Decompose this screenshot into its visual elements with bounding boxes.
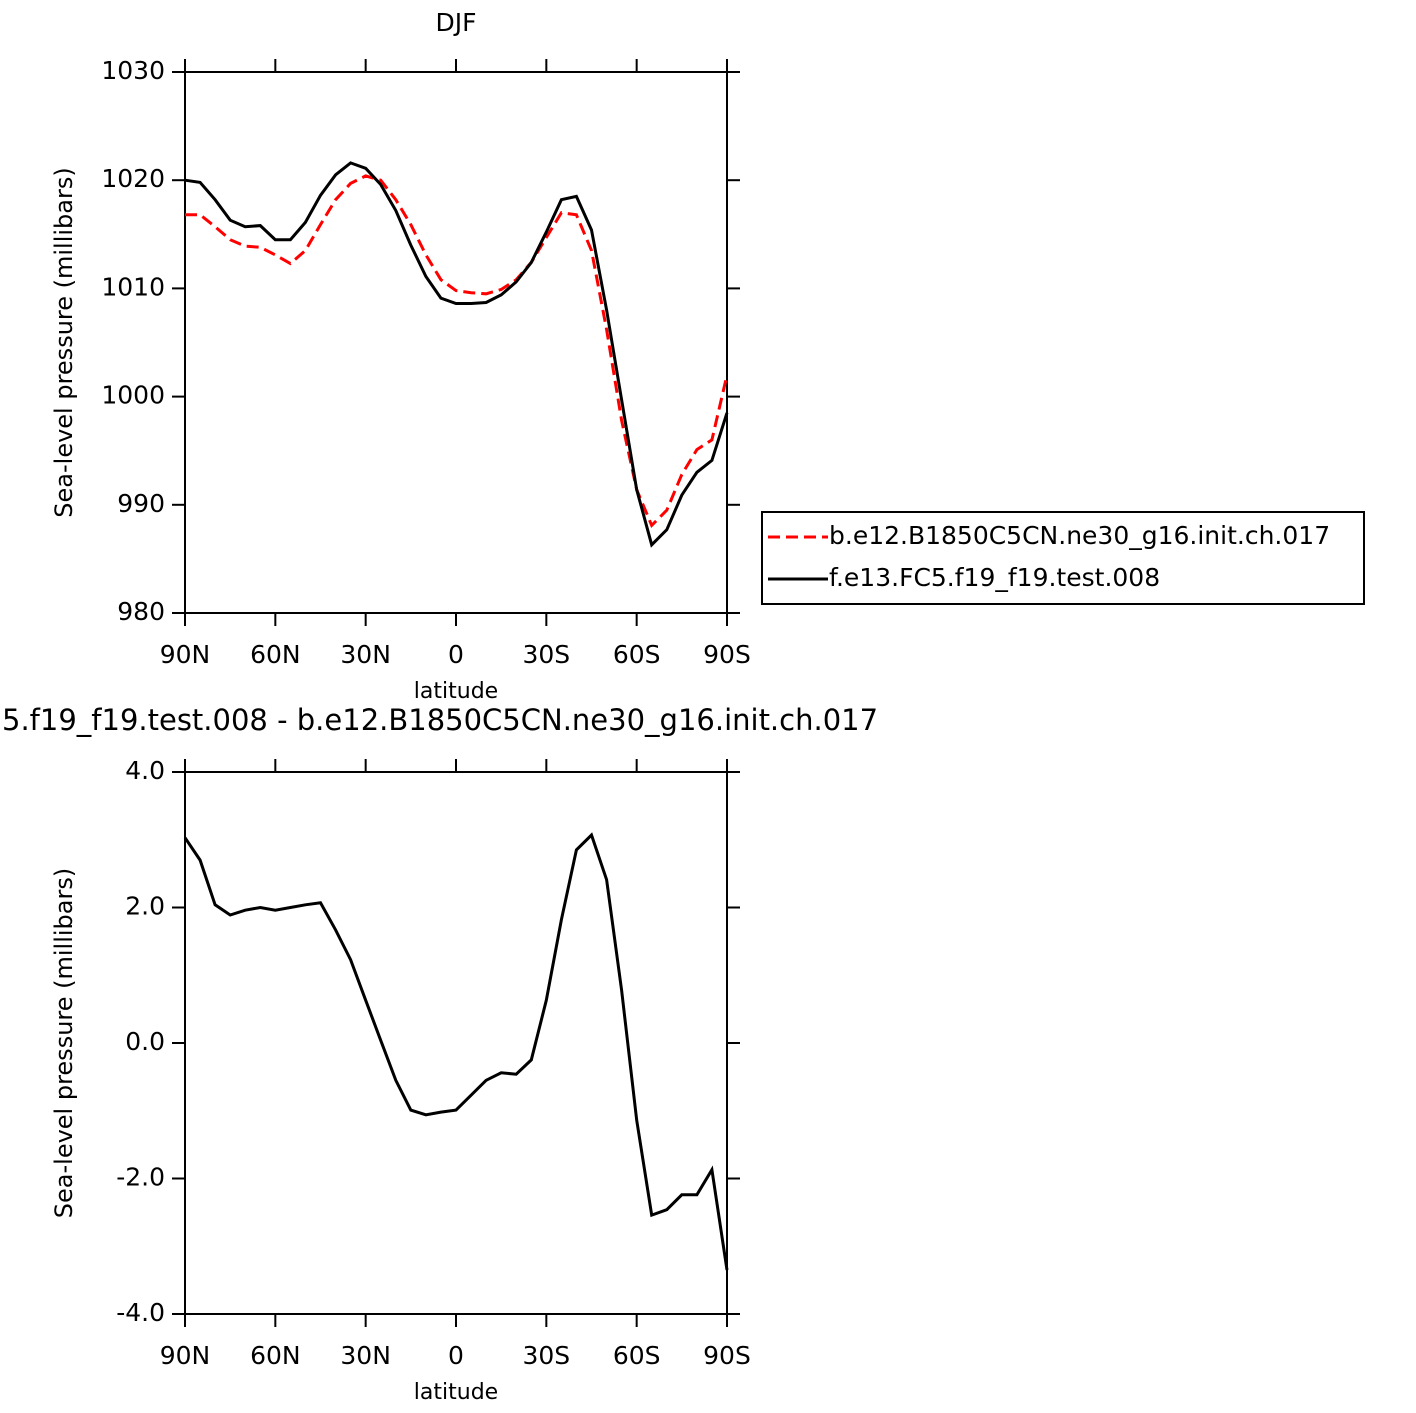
y-tick-label: 0.0 — [125, 1027, 165, 1056]
x-tick-label: 30N — [340, 640, 391, 669]
y-tick-label: 1030 — [101, 56, 165, 85]
x-tick-label: 30S — [522, 1341, 570, 1370]
x-tick-label: 0 — [448, 1341, 464, 1370]
data-line — [185, 174, 729, 529]
y-axis-label: Sea-level pressure (millibars) — [50, 868, 78, 1218]
y-tick-label: 1000 — [101, 381, 165, 410]
y-tick-label: 4.0 — [125, 756, 165, 785]
data-line — [184, 161, 729, 548]
y-tick-label: 990 — [117, 489, 165, 518]
y-tick-label: -2.0 — [116, 1163, 165, 1192]
chart-title: DJF — [435, 8, 476, 37]
legend-label: b.e12.B1850C5CN.ne30_g16.init.ch.017 — [829, 521, 1330, 550]
y-axis-label: Sea-level pressure (millibars) — [50, 167, 78, 517]
x-tick-label: 90N — [160, 1341, 211, 1370]
x-tick-label: 60N — [250, 640, 301, 669]
chart-title: 5.f19_f19.test.008 - b.e12.B1850C5CN.ne3… — [2, 703, 878, 737]
plot-frame — [184, 71, 728, 614]
x-tick-label: 60N — [250, 1341, 301, 1370]
y-tick-label: 980 — [117, 597, 165, 626]
x-tick-label: 90S — [703, 640, 751, 669]
y-tick-label: -4.0 — [116, 1298, 165, 1327]
y-tick-label: 2.0 — [125, 892, 165, 921]
x-tick-label: 0 — [448, 640, 464, 669]
x-tick-label: 90S — [703, 1341, 751, 1370]
x-axis-label: latitude — [414, 679, 498, 704]
legend-label: f.e13.FC5.f19_f19.test.008 — [829, 563, 1160, 592]
legend-box — [761, 511, 1365, 605]
x-tick-label: 60S — [613, 1341, 661, 1370]
x-tick-label: 30N — [340, 1341, 391, 1370]
x-tick-label: 30S — [522, 640, 570, 669]
x-tick-label: 60S — [613, 640, 661, 669]
x-axis-label: latitude — [414, 1380, 498, 1405]
y-tick-label: 1010 — [101, 272, 165, 301]
x-tick-label: 90N — [160, 640, 211, 669]
plot-frame — [184, 771, 728, 1315]
data-line — [183, 832, 729, 1271]
y-tick-label: 1020 — [101, 164, 165, 193]
